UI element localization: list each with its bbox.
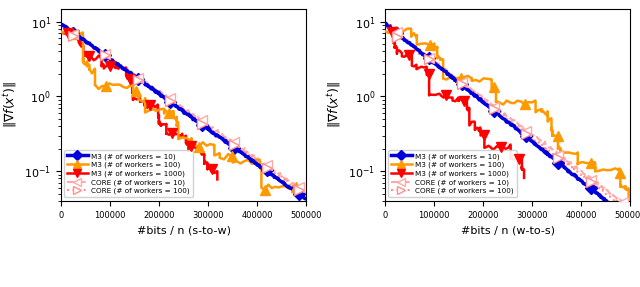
X-axis label: #bits / n (w-to-s): #bits / n (w-to-s) — [461, 225, 555, 235]
Y-axis label: $\|\nabla f(x^t)\|$: $\|\nabla f(x^t)\|$ — [325, 81, 342, 128]
Y-axis label: $\|\nabla f(x^t)\|$: $\|\nabla f(x^t)\|$ — [1, 81, 19, 128]
Legend: M3 (# of workers = 10), M3 (# of workers = 100), M3 (# of workers = 1000), CORE : M3 (# of workers = 10), M3 (# of workers… — [388, 150, 516, 197]
X-axis label: #bits / n (s-to-w): #bits / n (s-to-w) — [136, 225, 230, 235]
Legend: M3 (# of workers = 10), M3 (# of workers = 100), M3 (# of workers = 1000), CORE : M3 (# of workers = 10), M3 (# of workers… — [65, 150, 193, 197]
